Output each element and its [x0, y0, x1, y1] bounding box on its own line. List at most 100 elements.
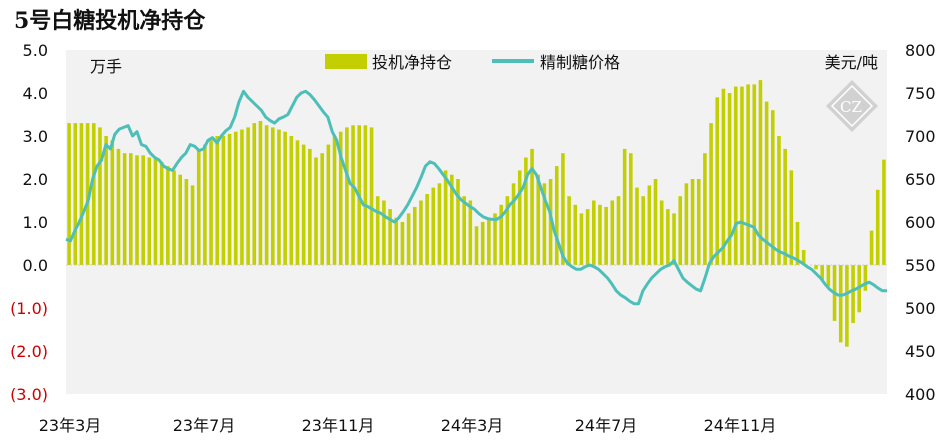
position-bar: [616, 196, 621, 265]
legend-bar-swatch: [325, 54, 367, 69]
position-bar: [369, 127, 374, 266]
x-tick-label: 23年11月: [302, 416, 375, 435]
position-bar: [264, 125, 269, 265]
position-bar: [116, 148, 121, 265]
position-bar: [215, 136, 220, 265]
position-bar: [869, 230, 874, 265]
chart-title: 5号白糖投机净持仓: [14, 8, 206, 34]
left-tick-label: (1.0): [10, 299, 48, 318]
position-bar: [647, 185, 652, 265]
position-bar: [437, 183, 442, 265]
position-bar: [733, 86, 738, 265]
right-tick-label: 800: [905, 41, 936, 60]
position-bar: [579, 213, 584, 265]
position-bar: [338, 131, 343, 265]
position-bar: [740, 86, 744, 265]
right-tick-label: 400: [905, 385, 936, 404]
position-bar: [221, 136, 226, 265]
position-bar: [690, 179, 695, 265]
position-bar: [135, 155, 139, 265]
position-bar: [345, 127, 349, 266]
position-bar: [783, 148, 787, 265]
position-bar: [141, 155, 145, 265]
position-bar: [73, 123, 78, 265]
position-bar: [561, 153, 565, 265]
position-bar: [530, 148, 534, 265]
position-bar: [777, 136, 781, 265]
position-bar: [752, 84, 757, 266]
position-bar: [653, 179, 658, 265]
position-bar: [493, 213, 497, 265]
position-bar: [721, 88, 726, 265]
position-bar: [301, 144, 306, 265]
right-tick-label: 750: [905, 84, 936, 103]
position-bar: [203, 144, 207, 265]
position-bar: [388, 209, 392, 265]
position-bar: [666, 209, 670, 265]
position-bar: [548, 179, 553, 265]
position-bar: [585, 209, 590, 265]
right-tick-label: 700: [905, 127, 936, 146]
position-bar: [542, 183, 547, 265]
position-bar: [91, 123, 96, 265]
right-tick-label: 500: [905, 299, 936, 318]
position-bar: [567, 196, 571, 265]
position-bar: [610, 200, 615, 265]
position-bar: [308, 148, 312, 265]
position-bar: [696, 179, 701, 265]
position-bar: [456, 179, 460, 265]
x-tick-label: 24年11月: [704, 416, 777, 435]
position-bar: [363, 125, 368, 265]
position-bar: [882, 159, 886, 265]
position-bar: [499, 204, 503, 265]
position-bar: [826, 265, 831, 287]
position-bar: [326, 144, 331, 265]
position-bar: [703, 153, 707, 265]
position-bar: [517, 170, 522, 265]
position-bar: [419, 200, 423, 265]
position-bar: [795, 222, 800, 265]
position-bar: [85, 123, 90, 265]
price-line: [65, 89, 887, 306]
position-bar: [635, 187, 639, 265]
position-bar: [129, 153, 133, 265]
position-bar: [252, 123, 257, 265]
position-bar: [98, 127, 102, 266]
position-bar: [258, 120, 263, 265]
position-bar: [166, 166, 170, 265]
position-bar: [659, 200, 664, 265]
position-bar: [629, 153, 633, 265]
position-bar: [375, 196, 380, 265]
x-axis-ticks: 23年3月 23年7月 23年11月 24年3月 24年7月 24年11月: [39, 416, 777, 435]
position-bar: [184, 179, 189, 265]
position-bar: [746, 84, 750, 266]
position-bar: [845, 265, 849, 347]
position-bar: [104, 136, 108, 265]
position-bar: [196, 148, 201, 265]
legend-line-label: 精制糖价格: [540, 53, 620, 72]
position-bar: [122, 153, 127, 265]
position-bar: [789, 170, 794, 265]
position-bar: [838, 265, 843, 343]
position-bar: [289, 136, 294, 265]
left-tick-label: 4.0: [23, 84, 48, 103]
position-bar: [622, 148, 627, 265]
position-bar: [394, 217, 399, 265]
position-bar: [468, 200, 473, 265]
right-tick-label: 450: [905, 342, 936, 361]
position-bar: [240, 129, 244, 265]
position-bar: [209, 140, 213, 265]
position-bar: [573, 204, 578, 265]
cz-logo-watermark: CZ: [826, 80, 878, 132]
position-bar: [382, 200, 386, 265]
position-bar: [406, 213, 411, 265]
position-bar: [246, 127, 250, 266]
position-bar: [425, 194, 429, 265]
position-bar: [283, 131, 287, 265]
left-axis-ticks: 5.0 4.0 3.0 2.0 1.0 0.0 (1.0) (2.0) (3.0): [10, 41, 48, 404]
position-bar: [536, 174, 541, 265]
position-bar: [820, 265, 824, 281]
position-bar: [863, 265, 868, 291]
position-bar: [332, 136, 337, 265]
position-bar: [672, 213, 676, 265]
